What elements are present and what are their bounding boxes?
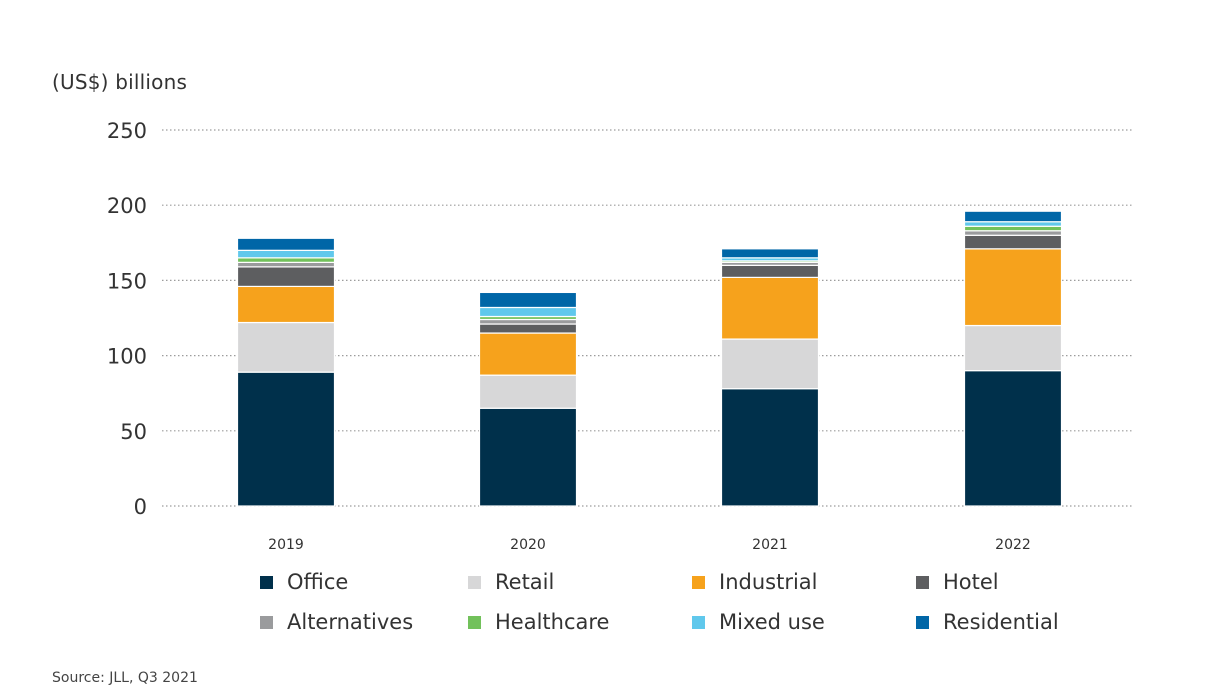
x-tick-label: 2019 <box>268 537 304 553</box>
y-axis-unit-label: (US$) billions <box>52 70 188 94</box>
bar-segment-office <box>720 388 820 507</box>
legend-label: Mixed use <box>719 610 825 634</box>
y-tick-label: 150 <box>107 269 147 293</box>
bar-segment-alternatives <box>963 230 1063 236</box>
y-tick-label: 250 <box>107 119 147 143</box>
legend-item-alternatives: Alternatives <box>260 610 468 634</box>
bar-segment-industrial <box>963 248 1063 327</box>
bar-segment-office <box>236 371 336 507</box>
bar-segment-residential <box>963 210 1063 223</box>
legend-swatch <box>692 615 705 629</box>
y-tick-label: 0 <box>134 495 147 519</box>
bar-segment-mixed-use <box>478 306 578 318</box>
bar-segment-office <box>478 407 578 507</box>
x-tick-label: 2022 <box>995 537 1031 553</box>
legend-swatch <box>260 615 273 629</box>
y-tick-label: 50 <box>120 420 147 444</box>
legend-swatch <box>468 575 481 589</box>
legend: Office Retail Industrial Hotel Alternatives H… <box>260 570 1160 634</box>
legend-label: Retail <box>495 570 555 594</box>
legend-swatch <box>692 575 705 589</box>
legend-swatch <box>916 575 929 589</box>
legend-swatch <box>468 615 481 629</box>
bar-segment-hotel <box>963 234 1063 250</box>
bar-segment-healthcare <box>236 257 336 263</box>
bar-segment-residential <box>720 248 820 259</box>
bar-segment-retail <box>720 338 820 390</box>
legend-item-industrial: Industrial <box>692 570 916 594</box>
legend-item-residential: Residential <box>916 610 1116 634</box>
legend-swatch <box>260 575 273 589</box>
x-tick-label: 2020 <box>510 537 546 553</box>
legend-label: Healthcare <box>495 610 610 634</box>
bar-segment-residential <box>236 237 336 251</box>
bar-segment-retail <box>236 321 336 373</box>
legend-label: Residential <box>943 610 1059 634</box>
legend-item-mixed-use: Mixed use <box>692 610 916 634</box>
bar-segment-healthcare <box>963 225 1063 232</box>
y-tick-label: 100 <box>107 345 147 369</box>
bar-segment-residential <box>478 291 578 309</box>
y-tick-label: 200 <box>107 194 147 218</box>
bar-segment-industrial <box>478 332 578 376</box>
legend-item-hotel: Hotel <box>916 570 1116 594</box>
bar-segment-hotel <box>236 266 336 288</box>
source-note: Source: JLL, Q3 2021 <box>52 670 198 686</box>
bar-segment-retail <box>478 374 578 409</box>
bar-segment-hotel <box>478 323 578 334</box>
bar-segment-retail <box>963 324 1063 372</box>
plot-area: 0 50 100 150 200 250 2019 2020 2021 2022 <box>107 119 1134 553</box>
legend-item-retail: Retail <box>468 570 692 594</box>
bar-segment-industrial <box>236 285 336 324</box>
legend-label: Industrial <box>719 570 818 594</box>
x-tick-label: 2021 <box>752 537 788 553</box>
legend-item-office: Office <box>260 570 468 594</box>
bar-segment-industrial <box>720 276 820 340</box>
legend-label: Office <box>287 570 349 594</box>
bar-segment-mixed-use <box>236 249 336 259</box>
bar-segment-alternatives <box>478 318 578 325</box>
legend-item-healthcare: Healthcare <box>468 610 692 634</box>
bar-segment-hotel <box>720 264 820 278</box>
legend-label: Alternatives <box>287 610 414 634</box>
bar-segment-alternatives <box>236 261 336 268</box>
legend-swatch <box>916 615 929 629</box>
bar-segment-office <box>963 370 1063 507</box>
legend-label: Hotel <box>943 570 999 594</box>
bar-segment-mixed-use <box>963 221 1063 227</box>
